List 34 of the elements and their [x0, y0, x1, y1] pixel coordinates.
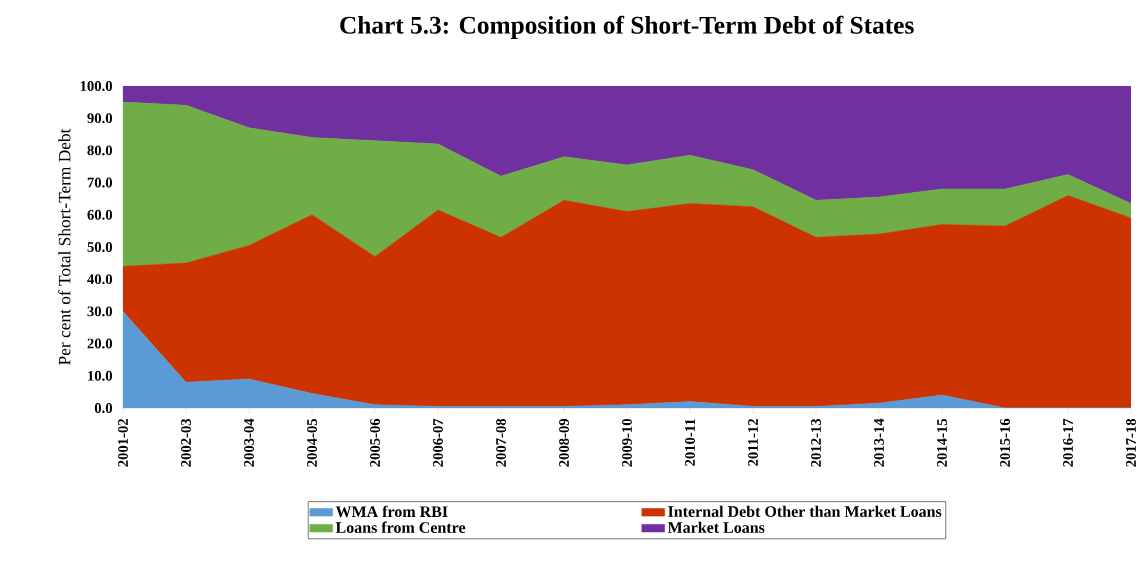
- x-tick-label: 2014-15: [937, 418, 947, 467]
- x-tick-label: 2004-05: [307, 418, 317, 467]
- y-tick-label: 0.0: [94, 403, 113, 413]
- x-tick-label: 2017-18: [1126, 418, 1136, 467]
- x-tick-label: 2003-04: [244, 418, 254, 467]
- x-tick-label: 2010-11: [685, 419, 695, 466]
- y-tick-label: 60.0: [87, 209, 113, 220]
- x-tick-label: 2013-14: [874, 418, 884, 467]
- x-tick-label: 2011-12: [748, 419, 758, 466]
- legend-label: Market Loans: [667, 521, 765, 533]
- x-tick-label: 2001-02: [118, 419, 128, 467]
- x-tick-label: 2005-06: [370, 418, 380, 467]
- x-tick-label: 2006-07: [433, 418, 443, 467]
- y-axis-title: Per cent of Total Short-Term Debt: [58, 128, 71, 365]
- y-tick-label: 50.0: [87, 242, 113, 252]
- x-tick-label: 2015-16: [1000, 418, 1010, 467]
- x-tick-label: 2008-09: [559, 418, 569, 467]
- y-tick-label: 80.0: [87, 145, 113, 156]
- x-tick-label: 2016-17: [1063, 418, 1073, 467]
- y-tick-label: 70.0: [87, 177, 113, 188]
- legend-label: WMA from RBI: [335, 505, 448, 518]
- y-tick-label: 40.0: [87, 274, 113, 285]
- x-tick-label: 2012-13: [811, 418, 821, 467]
- x-tick-label: 2009-10: [622, 418, 632, 467]
- y-tick-label: 10.0: [88, 370, 113, 381]
- x-tick-label: 2007-08: [496, 418, 506, 467]
- legend-label: Loans from Centre: [335, 521, 466, 533]
- y-tick-label: 90.0: [87, 113, 113, 124]
- x-tick-label: 2002-03: [181, 418, 191, 467]
- legend-label: Internal Debt Other than Market Loans: [668, 505, 942, 517]
- y-tick-label: 100.0: [80, 81, 113, 91]
- y-tick-label: 30.0: [87, 306, 113, 317]
- chart-title: Chart 5.3: Composition of Short-Term Debt of States: [340, 15, 914, 39]
- y-tick-label: 20.0: [87, 338, 113, 349]
